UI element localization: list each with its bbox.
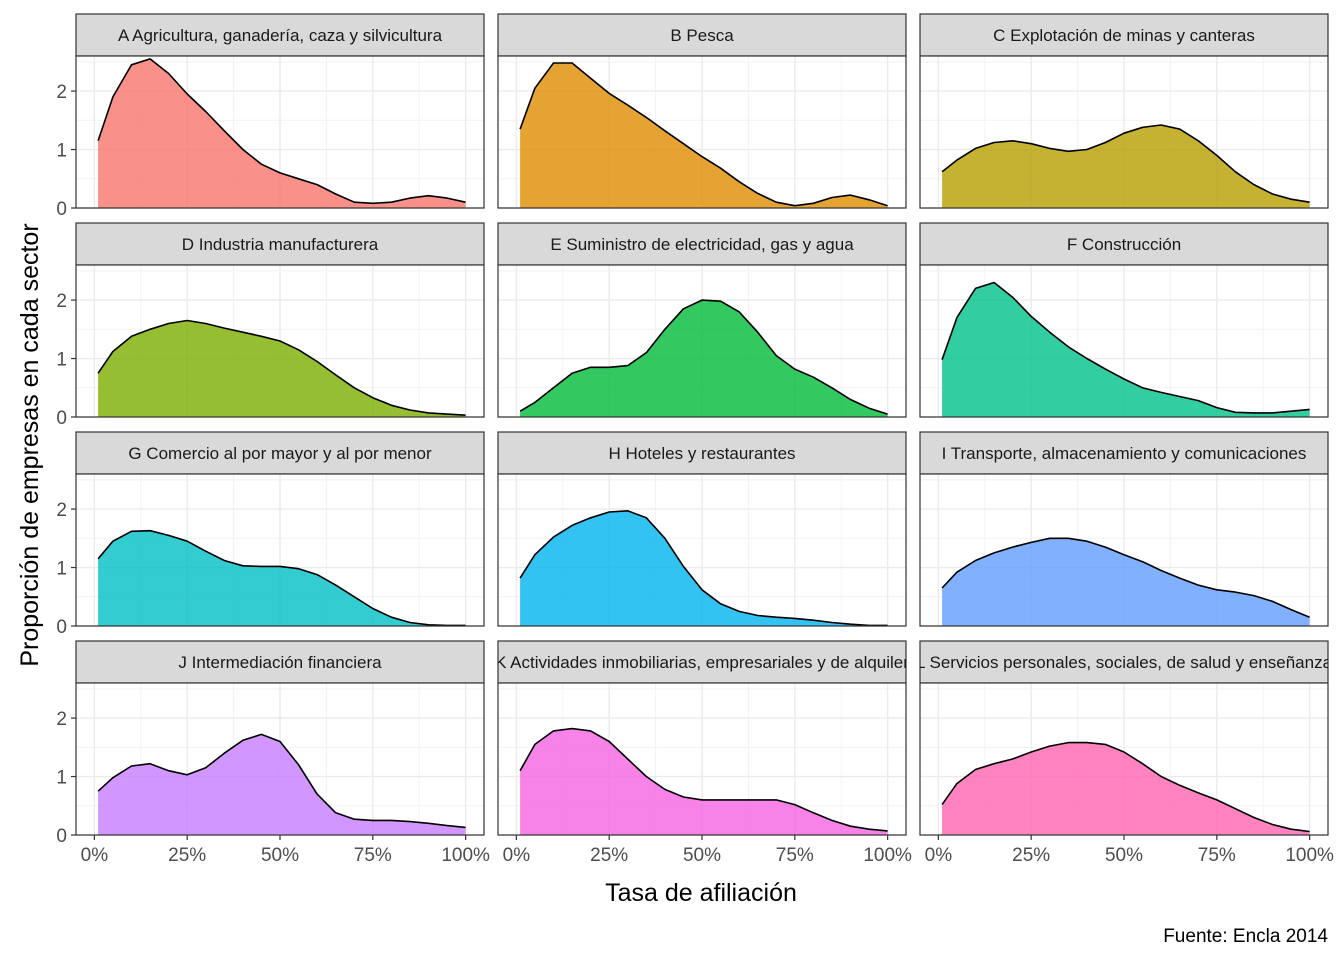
facet-title: J Intermediación financiera xyxy=(178,653,382,672)
panel-border xyxy=(919,264,1329,418)
x-tick-label: 25% xyxy=(1012,845,1050,866)
facet-panel: G Comercio al por mayor y al por menor 0 1… xyxy=(56,431,485,638)
density-area xyxy=(98,58,466,209)
x-tick-label: 75% xyxy=(1198,845,1236,866)
density-line xyxy=(97,529,466,627)
y-tick-label: 0 xyxy=(56,199,67,220)
density-area xyxy=(520,728,888,835)
facet-panel: J Intermediación financiera 0 1 2 0% 25% 50% 75… xyxy=(56,640,490,866)
facet-title: A Agricultura, ganadería, caza y silvicu… xyxy=(118,26,443,45)
facet-panel: E Suministro de electricidad, gas y agua xyxy=(497,222,907,418)
facet-title: D Industria manufacturera xyxy=(182,235,379,254)
density-line xyxy=(519,62,888,207)
y-tick-label: 1 xyxy=(56,559,67,580)
x-axis-title: Tasa de afiliación xyxy=(605,879,797,907)
facet-title: H Hoteles y restaurantes xyxy=(608,444,795,463)
density-line xyxy=(941,124,1310,203)
density-area xyxy=(520,300,888,417)
density-line xyxy=(519,510,888,627)
facet-strip xyxy=(497,222,907,266)
panel-border xyxy=(75,55,485,209)
y-tick-label: 0 xyxy=(56,617,67,638)
density-line xyxy=(97,58,466,205)
y-tick-label: 1 xyxy=(56,768,67,789)
y-tick-label: 2 xyxy=(56,291,67,312)
facet-panel: K Actividades inmobiliarias, empresarial… xyxy=(495,640,912,866)
facet-panel: I Transporte, almacenamiento y comunicac… xyxy=(919,431,1329,627)
x-tick-label: 75% xyxy=(354,845,392,866)
density-line xyxy=(519,727,888,832)
panel-border xyxy=(919,473,1329,627)
facet-title: G Comercio al por mayor y al por menor xyxy=(128,444,432,463)
density-area xyxy=(520,63,888,208)
facet-strip xyxy=(75,640,485,684)
density-line xyxy=(519,299,888,415)
y-tick-label: 1 xyxy=(56,141,67,162)
panel-border xyxy=(497,473,907,627)
x-tick-label: 25% xyxy=(590,845,628,866)
facet-title: B Pesca xyxy=(670,26,734,45)
x-tick-label: 25% xyxy=(168,845,206,866)
density-area xyxy=(98,734,466,835)
facet-title: L Servicios personales, sociales, de sal… xyxy=(916,653,1333,672)
facet-title: F Construcción xyxy=(1067,235,1181,254)
density-line xyxy=(941,741,1310,833)
facet-panel: D Industria manufacturera 0 1 2 xyxy=(56,222,485,429)
density-line xyxy=(97,733,466,829)
facet-title: E Suministro de electricidad, gas y agua xyxy=(550,235,854,254)
x-tick-label: 50% xyxy=(1105,845,1143,866)
y-tick-label: 0 xyxy=(56,408,67,429)
x-tick-label: 50% xyxy=(261,845,299,866)
facet-strip xyxy=(497,13,907,57)
facet-strip xyxy=(75,13,485,57)
facet-strip xyxy=(919,13,1329,57)
facet-panel: F Construcción xyxy=(919,222,1329,418)
panel-border xyxy=(75,264,485,418)
x-tick-label: 0% xyxy=(925,845,953,866)
facet-title: I Transporte, almacenamiento y comunicac… xyxy=(942,444,1307,463)
facet-panel: C Explotación de minas y canteras xyxy=(919,13,1329,209)
panel-border xyxy=(75,473,485,627)
y-tick-label: 1 xyxy=(56,350,67,371)
density-area xyxy=(520,510,888,626)
panel-border xyxy=(919,55,1329,209)
density-area xyxy=(942,125,1310,208)
panel-border xyxy=(497,264,907,418)
y-axis-title: Proporción de empresas en cada sector xyxy=(16,223,44,666)
y-tick-label: 2 xyxy=(56,500,67,521)
x-tick-label: 75% xyxy=(776,845,814,866)
y-tick-label: 2 xyxy=(56,709,67,730)
facet-panels: A Agricultura, ganadería, caza y silvicu… xyxy=(56,13,1334,866)
density-area xyxy=(942,538,1310,626)
density-line xyxy=(97,319,466,416)
x-tick-label: 0% xyxy=(81,845,109,866)
density-area xyxy=(98,530,466,626)
caption-source: Fuente: Encla 2014 xyxy=(1163,926,1328,947)
density-area xyxy=(942,282,1310,417)
density-area xyxy=(98,320,466,417)
facet-strip xyxy=(497,640,907,684)
facet-panel: L Servicios personales, sociales, de sal… xyxy=(916,640,1334,866)
facet-title: K Actividades inmobiliarias, empresarial… xyxy=(495,653,909,672)
y-tick-label: 2 xyxy=(56,82,67,103)
y-tick-label: 0 xyxy=(56,826,67,847)
x-tick-label: 50% xyxy=(683,845,721,866)
facet-strip xyxy=(75,431,485,475)
facet-title: C Explotación de minas y canteras xyxy=(993,26,1255,45)
facet-panel: A Agricultura, ganadería, caza y silvicu… xyxy=(56,13,485,220)
x-tick-label: 100% xyxy=(441,845,490,866)
x-tick-label: 100% xyxy=(863,845,912,866)
density-line xyxy=(941,281,1310,414)
facet-panel: B Pesca xyxy=(497,13,907,209)
facet-panel: H Hoteles y restaurantes xyxy=(497,431,907,627)
density-line xyxy=(941,537,1310,618)
facet-strip xyxy=(497,431,907,475)
panel-border xyxy=(497,55,907,209)
density-area xyxy=(942,742,1310,835)
x-tick-label: 100% xyxy=(1285,845,1334,866)
x-tick-label: 0% xyxy=(503,845,531,866)
